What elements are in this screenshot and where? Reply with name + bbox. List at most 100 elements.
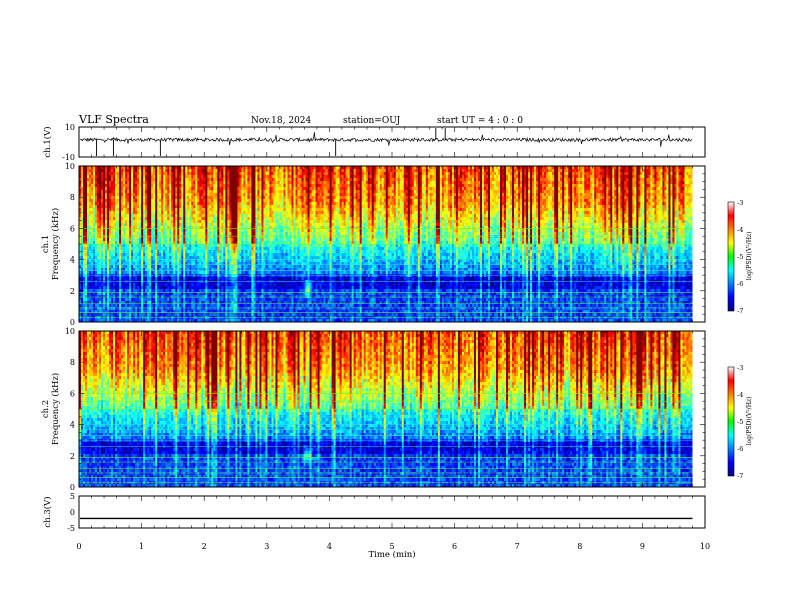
ch1-spectrogram-pixel [562,184,564,187]
ch1-spectrogram-pixel [350,193,352,196]
ch1-spectrogram-pixel [676,187,678,190]
ch1-spectrogram-pixel [494,178,496,181]
ch1-spectrogram-pixel [446,178,448,181]
ch1-spectrogram-pixel [496,175,498,178]
ch1-spectrogram-pixel [281,196,283,199]
ch1-spectrogram-pixel [233,184,235,187]
ch1-spectrogram-pixel [468,187,470,190]
ch1-spectrogram-pixel [612,199,614,202]
ch1-spectrogram-pixel [189,187,191,190]
ch1-spectrogram-pixel [372,199,374,202]
ch1-spectrogram-pixel [380,187,382,190]
ch1-spectrogram-pixel [680,196,682,199]
ch1-spectrogram-pixel [616,169,618,172]
ch1-spectrogram-pixel [442,196,444,199]
ch1-spectrogram-pixel [115,175,117,178]
ch1-spectrogram-pixel [516,193,518,196]
ch1-spectrogram-pixel [273,202,275,205]
ch1-spectrogram-pixel [257,190,259,193]
ch1-spectrogram-pixel [528,193,530,196]
ch1-spectrogram-pixel [670,178,672,181]
ch1-spectrogram-pixel [133,169,135,172]
ch1-spectrogram-pixel [570,196,572,199]
ch1-spectrogram-pixel [111,181,113,184]
ch1-spectrogram-pixel [370,196,372,199]
ch1-spectrogram-pixel [372,190,374,193]
ch1-spectrogram-pixel [151,187,153,190]
ch1-spectrogram-pixel [211,190,213,193]
ch1-spectrogram-pixel [348,202,350,205]
ch1-spectrogram-pixel [167,202,169,205]
ch1-spectrogram-pixel [99,172,101,175]
ch1-spectrogram-pixel [564,187,566,190]
ch1-spectrogram-pixel [676,202,678,205]
ch1-spectrogram-pixel [404,175,406,178]
ch1-spectrogram-pixel [231,199,233,202]
ch1-spectrogram-pixel [147,181,149,184]
ch1-spectrogram-pixel [279,181,281,184]
ch1-spectrogram-pixel [213,193,215,196]
ch1-spectrogram-pixel [159,187,161,190]
ch1-spectrogram-pixel [570,175,572,178]
ch1-spectrogram-pixel [534,178,536,181]
ch1-spectrogram-pixel [292,199,294,202]
ch1-spectrogram-pixel [231,175,233,178]
ch1-spectrogram-pixel [662,181,664,184]
ch1-spectrogram-pixel [227,181,229,184]
ch1-spectrogram-pixel [269,193,271,196]
ch1-spectrogram-pixel [486,202,488,205]
ch1-spectrogram-pixel [492,184,494,187]
ch1-spectrogram-pixel [241,187,243,190]
ch1-spectrogram-pixel [292,184,294,187]
ch1-spectrogram-pixel [239,181,241,184]
ch1-spectrogram-pixel [658,190,660,193]
ch1-spectrogram-pixel [167,181,169,184]
ch1-spectrogram-pixel [127,181,129,184]
ch1-spectrogram-pixel [356,178,358,181]
ch1-spectrogram-pixel [414,202,416,205]
ch1-spectrogram-pixel [223,187,225,190]
ch1-spectrogram-pixel [197,193,199,196]
ch1-spectrogram-pixel [97,199,99,202]
ch1-spectrogram-pixel [590,172,592,175]
ch1-spectrogram-pixel [336,199,338,202]
ch1-spectrogram-pixel [97,193,99,196]
ch1-spectrogram-pixel [392,187,394,190]
ch1-spectrogram-pixel [550,178,552,181]
ch1-spectrogram-pixel [129,187,131,190]
ch1-spectrogram-pixel [590,178,592,181]
ch1-spectrogram-pixel [560,184,562,187]
ch1-spectrogram-pixel [462,172,464,175]
ch1-spectrogram-pixel [682,193,684,196]
ch1-spectrogram-pixel [526,202,528,205]
ch1-spectrogram-pixel [608,187,610,190]
ch1-spectrogram-pixel [626,187,628,190]
ch1-spectrogram-pixel [546,190,548,193]
ch1-spectrogram-pixel [614,190,616,193]
ch1-spectrogram-pixel [436,199,438,202]
ch1-spectrogram-pixel [255,196,257,199]
ch1-spectrogram-pixel [137,178,139,181]
ch1-spectrogram-pixel [424,184,426,187]
ch1-spectrogram-pixel [153,190,155,193]
ch1-spectrogram-pixel [109,175,111,178]
ch1-spectrogram-pixel [636,175,638,178]
ch1-spectrogram-pixel [440,187,442,190]
ch1-spectrogram-pixel [109,172,111,175]
ch1-spectrogram-pixel [562,190,564,193]
ch1-spectrogram-pixel [177,187,179,190]
ch1-spectrogram-pixel [143,178,145,181]
ch1-spectrogram-pixel [650,190,652,193]
ch1-spectrogram-pixel [193,175,195,178]
ch1-spectrogram-pixel [362,172,364,175]
ch1-spectrogram-pixel [574,169,576,172]
ch1-spectrogram-pixel [426,172,428,175]
ch1-spectrogram-pixel [177,178,179,181]
ch1-spectrogram-pixel [283,184,285,187]
ch1-spectrogram-pixel [344,175,346,178]
ch1-spectrogram-pixel [550,187,552,190]
ch1-spectrogram-pixel [175,172,177,175]
ch1-spectrogram-pixel [528,181,530,184]
ch1-spectrogram-pixel [185,196,187,199]
ch1-spectrogram-pixel [203,181,205,184]
